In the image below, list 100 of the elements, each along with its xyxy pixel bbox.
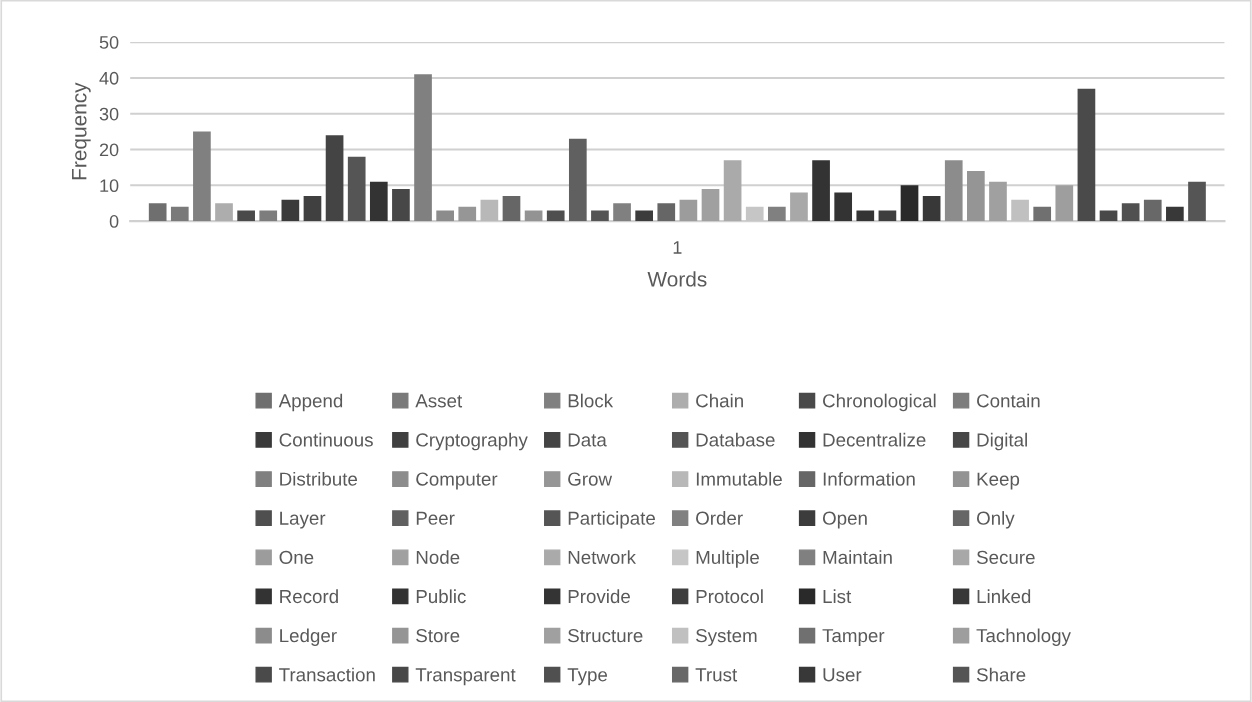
x-axis-title: Words: [647, 271, 707, 287]
bar: [568, 138, 587, 222]
bar: [458, 206, 477, 222]
bar: [922, 196, 941, 222]
bar: [524, 210, 543, 222]
bar: [679, 199, 698, 222]
y-tick-label: 30: [99, 107, 119, 121]
legend-label: Linked: [977, 589, 1031, 604]
legend-label: Immutable: [696, 471, 782, 486]
legend-label: Open: [822, 511, 867, 529]
legend-label: Participate: [568, 511, 655, 529]
bar: [546, 210, 565, 222]
bar: [480, 199, 499, 222]
y-axis-title: Frequency: [72, 82, 91, 180]
y-tick-label: 50: [99, 36, 119, 49]
y-tick-label: 20: [99, 143, 119, 157]
legend-label: Information: [823, 471, 915, 486]
bar: [834, 192, 853, 222]
legend-label: User: [823, 668, 862, 682]
legend-label: One: [279, 550, 314, 564]
bar: [657, 203, 676, 222]
bar: [613, 203, 631, 222]
bar: [878, 210, 897, 222]
bar: [1143, 199, 1162, 222]
legend-label: Chronological: [823, 393, 936, 412]
bar: [723, 160, 742, 222]
bar: [701, 188, 720, 222]
legend-label: Digital: [977, 432, 1027, 451]
bar: [1077, 88, 1096, 222]
legend-label: Store: [416, 629, 460, 643]
legend-label: Multiple: [696, 550, 759, 568]
legend-label: Ledger: [280, 628, 337, 646]
y-tick-label: 10: [100, 179, 119, 193]
legend-label: Transaction: [279, 667, 375, 682]
bar: [989, 181, 1007, 222]
bar: [281, 199, 300, 222]
legend-label: Database: [696, 432, 775, 447]
bar: [1099, 210, 1118, 222]
bar: [790, 192, 808, 222]
legend-label: Transparent: [415, 668, 516, 686]
bar: [193, 131, 211, 222]
bar: [170, 206, 189, 222]
bar: [1055, 185, 1074, 222]
bar: [944, 160, 963, 222]
legend-label: Protocol: [696, 589, 763, 604]
legend-label: Append: [278, 393, 343, 412]
legend-label: Block: [568, 393, 614, 408]
legend-label: System: [696, 629, 757, 646]
bar: [856, 210, 875, 222]
legend-label: Distribute: [280, 471, 358, 486]
bar: [325, 135, 344, 222]
legend-label: Maintain: [823, 550, 892, 564]
bar: [414, 74, 432, 222]
y-tick-label: 40: [99, 71, 119, 85]
bar: [502, 196, 521, 222]
bar: [237, 210, 255, 222]
legend-label: Continuous: [279, 432, 373, 447]
legend-label: Peer: [416, 511, 455, 525]
bar: [967, 171, 985, 222]
legend-label: Public: [416, 589, 466, 604]
bar: [1166, 206, 1184, 222]
bar: [347, 156, 366, 222]
legend-label: Only: [976, 511, 1015, 529]
legend-label: Provide: [568, 589, 630, 604]
legend-label: Chain: [696, 393, 743, 408]
bar: [812, 160, 830, 222]
legend-label: Data: [568, 433, 607, 447]
legend-label: Keep: [977, 472, 1020, 490]
legend-label: List: [823, 589, 852, 604]
legend-label: Share: [976, 667, 1026, 682]
legend-label: Computer: [416, 472, 498, 490]
legend-label: Node: [416, 550, 460, 564]
bar: [436, 210, 454, 222]
legend-label: Network: [568, 550, 637, 564]
bar: [303, 196, 322, 222]
legend-label: Asset: [415, 394, 463, 408]
legend-label: Order: [696, 511, 743, 525]
bar: [1033, 206, 1052, 222]
legend-label: Type: [567, 668, 608, 686]
bar: [1121, 203, 1140, 222]
bar: [591, 210, 609, 222]
legend-label: Tachnology: [976, 628, 1071, 646]
legend-label: Secure: [976, 550, 1035, 564]
x-tick-label: 1: [673, 241, 682, 254]
bar: [900, 185, 919, 222]
bar: [1188, 181, 1206, 222]
bar: [635, 210, 654, 222]
legend-label: Contain: [977, 393, 1040, 408]
legend-label: Tamper: [822, 629, 885, 646]
legend-label: Cryptography: [416, 432, 528, 451]
legend-label: Layer: [280, 511, 326, 529]
y-tick-label: 0: [109, 215, 119, 228]
bar: [1011, 199, 1029, 222]
legend-label: Structure: [568, 629, 643, 643]
bar: [148, 203, 167, 222]
bar: [259, 210, 278, 222]
bar: [392, 188, 410, 222]
bar: [369, 181, 388, 222]
legend-label: Decentralize: [823, 432, 926, 447]
bar: [215, 203, 233, 222]
